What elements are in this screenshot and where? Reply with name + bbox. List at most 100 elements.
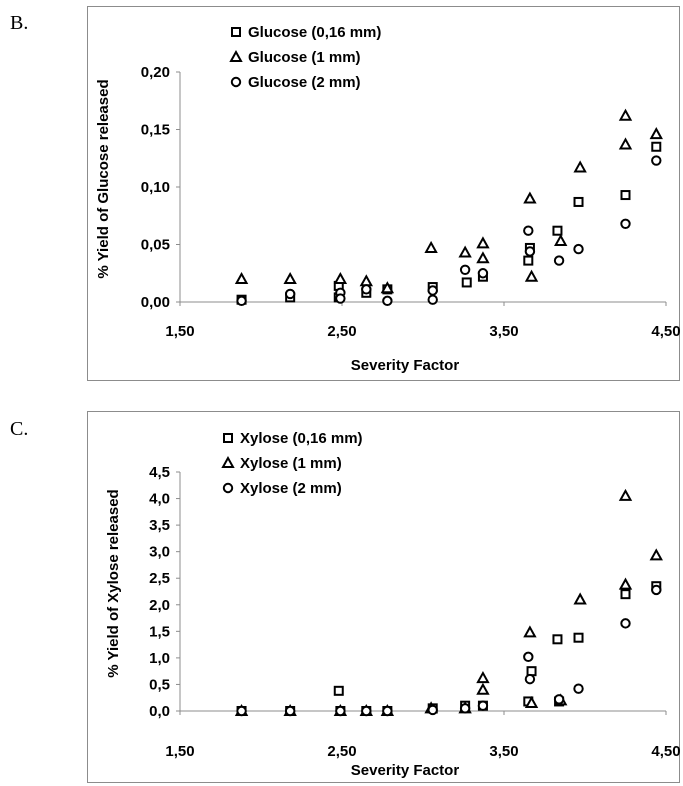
glucose-point-triangle xyxy=(523,191,537,204)
y-tick-label: 4,5 xyxy=(149,464,170,481)
xylose-point-circle xyxy=(382,705,393,717)
xylose-point-triangle xyxy=(524,695,539,709)
glucose-point-circle xyxy=(361,284,372,295)
legend-marker-square xyxy=(223,433,233,443)
x-tick-label: 2,50 xyxy=(327,323,356,340)
glucose-point-square xyxy=(573,196,584,207)
xylose-point-circle xyxy=(236,705,247,717)
glucose-point-square xyxy=(523,255,534,266)
xylose-point-triangle xyxy=(618,577,633,590)
xylose-point-circle xyxy=(651,584,662,596)
glucose-point-triangle xyxy=(554,233,568,247)
x-tick-label: 3,50 xyxy=(489,743,518,760)
glucose-point-circle xyxy=(335,293,346,304)
xylose-point-triangle xyxy=(649,548,663,561)
xylose-point-triangle xyxy=(618,488,633,501)
glucose-point-triangle xyxy=(649,127,663,140)
xylose-point-triangle xyxy=(476,682,490,695)
y-axis-title: % Yield of Xylose released xyxy=(105,489,122,677)
glucose-point-triangle xyxy=(458,245,472,258)
legend-marker-triangle xyxy=(221,455,235,468)
xylose-point-triangle xyxy=(523,625,537,638)
legend-entry: Glucose (1 mm) xyxy=(248,49,361,66)
glucose-point-triangle xyxy=(283,271,297,284)
glucose-point-triangle xyxy=(618,108,633,121)
y-tick-label: 0,5 xyxy=(149,676,170,693)
y-tick-label: 2,0 xyxy=(149,597,170,614)
glucose-point-circle xyxy=(620,218,631,230)
glucose-point-square xyxy=(461,277,472,288)
glucose-point-triangle xyxy=(380,281,395,294)
glucose-point-triangle xyxy=(333,271,348,284)
xylose-point-square xyxy=(333,685,344,696)
legend-marker-circle xyxy=(230,76,242,88)
y-tick-label: 0,00 xyxy=(141,294,170,311)
glucose-point-triangle xyxy=(524,269,539,282)
glucose-point-triangle xyxy=(424,240,438,253)
y-tick-label: 3,0 xyxy=(149,544,170,561)
y-tick-label: 0,15 xyxy=(141,122,170,139)
glucose-point-triangle xyxy=(234,271,249,284)
y-tick-label: 0,05 xyxy=(141,237,170,254)
chart-frame xyxy=(87,6,680,381)
xylose-point-circle xyxy=(553,694,565,705)
x-tick-label: 4,50 xyxy=(651,743,680,760)
y-tick-label: 0,20 xyxy=(141,64,170,81)
glucose-point-triangle xyxy=(618,137,633,150)
x-tick-label: 3,50 xyxy=(489,323,518,340)
xylose-point-triangle xyxy=(573,592,587,605)
x-tick-label: 2,50 xyxy=(327,743,356,760)
glucose-point-triangle xyxy=(573,160,587,173)
xylose-point-circle xyxy=(477,700,489,711)
xylose-point-circle xyxy=(427,704,438,716)
legend-entry: Glucose (2 mm) xyxy=(248,74,361,91)
y-tick-label: 2,5 xyxy=(149,570,170,587)
chart-frame xyxy=(87,411,680,783)
x-tick-label: 4,50 xyxy=(651,323,680,340)
glucose-point-circle xyxy=(427,294,438,305)
glucose-point-triangle xyxy=(476,236,490,249)
y-tick-label: 0,0 xyxy=(149,703,170,720)
y-tick-label: 3,5 xyxy=(149,517,170,534)
glucose-point-circle xyxy=(284,288,296,300)
glucose-point-square xyxy=(651,141,662,152)
xylose-point-circle xyxy=(459,703,471,714)
legend-entry: Xylose (0,16 mm) xyxy=(240,430,363,447)
legend-marker-circle xyxy=(222,482,234,494)
legend-entry: Glucose (0,16 mm) xyxy=(248,24,381,41)
x-axis-title: Severity Factor xyxy=(351,762,460,779)
legend-entry: Xylose (2 mm) xyxy=(240,480,342,497)
glucose-point-circle xyxy=(553,255,565,266)
legend-entry: Xylose (1 mm) xyxy=(240,455,342,472)
glucose-point-circle xyxy=(573,243,584,255)
xylose-point-square xyxy=(620,589,631,600)
y-axis-title: % Yield of Glucose released xyxy=(95,79,112,278)
xylose-point-circle xyxy=(620,618,631,629)
y-tick-label: 0,10 xyxy=(141,179,170,196)
glucose-point-circle xyxy=(651,155,662,166)
xylose-point-square xyxy=(552,634,563,645)
x-tick-label: 1,50 xyxy=(165,743,194,760)
glucose-point-circle xyxy=(382,295,393,307)
xylose-point-circle xyxy=(524,673,536,685)
xylose-point-circle xyxy=(573,683,584,694)
glucose-point-circle xyxy=(459,264,471,275)
xylose-point-square xyxy=(573,632,584,643)
y-tick-label: 1,0 xyxy=(149,650,170,667)
xylose-point-circle xyxy=(523,651,534,663)
y-tick-label: 1,5 xyxy=(149,623,170,640)
glucose-point-triangle xyxy=(476,251,490,264)
panel-b-letter: B. xyxy=(10,12,29,34)
glucose-point-circle xyxy=(524,246,536,257)
glucose-point-square xyxy=(552,225,563,236)
glucose-point-circle xyxy=(477,268,489,279)
xylose-point-triangle xyxy=(476,671,490,684)
xylose-point-circle xyxy=(284,705,296,717)
y-tick-label: 4,0 xyxy=(149,491,170,508)
glucose-point-circle xyxy=(523,225,534,236)
legend-marker-triangle xyxy=(229,49,243,62)
xylose-point-square xyxy=(526,666,537,677)
x-tick-label: 1,50 xyxy=(165,323,194,340)
